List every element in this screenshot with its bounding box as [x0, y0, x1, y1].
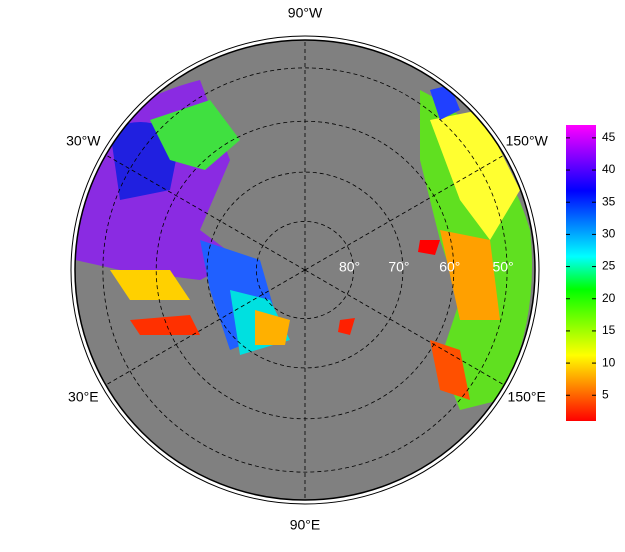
parallel — [102, 67, 508, 473]
lon-label: 150°W — [506, 133, 549, 149]
colorbar-tick-label: 25 — [602, 259, 616, 273]
colorbar-ticks: 5 10 15 20 25 30 35 40 45 — [566, 130, 616, 401]
lon-label: 30°W — [66, 133, 101, 149]
colorbar-tick-label: 40 — [602, 162, 616, 176]
map-frame-outer — [70, 35, 540, 505]
lat-label: 70° — [388, 259, 409, 275]
graticule — [102, 40, 508, 500]
lon-label: 150°E — [508, 389, 546, 405]
colorbar-tick-label: 20 — [602, 291, 616, 305]
colorbar — [566, 125, 596, 421]
region — [338, 318, 355, 335]
meridian — [304, 269, 505, 386]
lon-label: 90°W — [288, 5, 323, 21]
colorbar-tick-label: 5 — [602, 387, 609, 401]
lon-label: 90°E — [290, 517, 321, 533]
map-frame — [74, 39, 536, 501]
lat-label: 50° — [493, 259, 514, 275]
parallel — [206, 171, 404, 369]
colorbar-tick-label: 10 — [602, 355, 616, 369]
region — [110, 270, 190, 300]
region — [130, 315, 200, 335]
colorbar-tick-label: 35 — [602, 194, 616, 208]
region — [255, 310, 290, 345]
region — [430, 340, 470, 400]
parallel — [256, 221, 354, 319]
lat-label: 60° — [439, 259, 460, 275]
meridian — [304, 154, 505, 271]
colorbar-tick-label: 45 — [602, 130, 616, 144]
labels: 80° 70° 60° 50° 90°W 30°W 150°W 30°E 150°E 90°E — [66, 5, 548, 533]
lat-label: 80° — [339, 259, 360, 275]
colorbar-tick-label: 15 — [602, 323, 616, 337]
region — [440, 230, 500, 320]
meridian — [105, 269, 306, 386]
colorbar-tick-label: 30 — [602, 227, 616, 241]
lon-label: 30°E — [68, 389, 99, 405]
meridian — [105, 154, 306, 271]
region — [418, 240, 440, 255]
